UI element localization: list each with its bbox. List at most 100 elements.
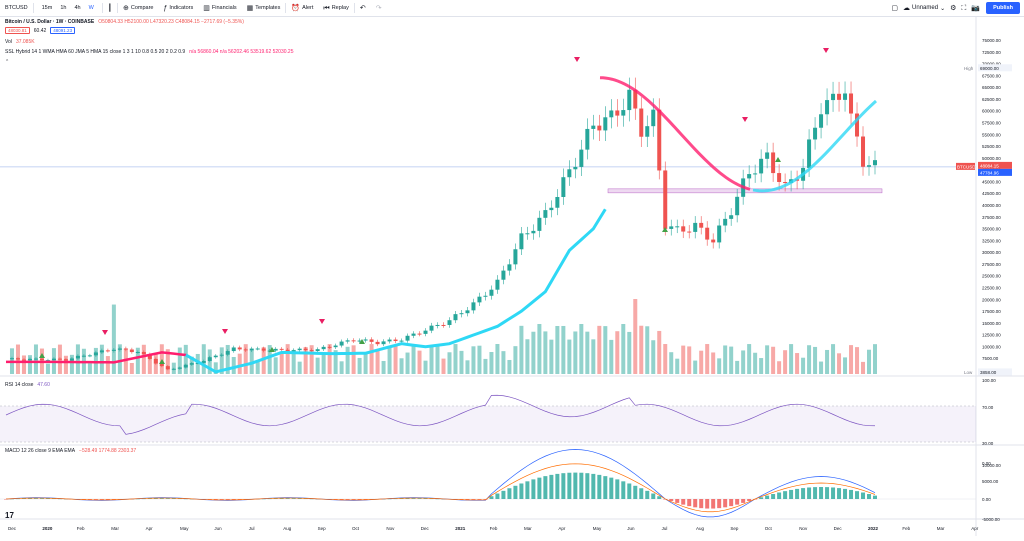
financials-button[interactable]: ▥ Financials [198,0,241,16]
volume-bar [363,352,368,374]
macd-axis-label: 5000.00 [982,479,999,484]
chart-area[interactable]: 75000.00 72500.00 70000.00 67500.00 65000.00… [0,17,1024,536]
volume-bar [591,339,596,374]
volume-bar [135,347,140,374]
layout-name-button[interactable]: ☁ Unnamed ⌄ [903,5,945,12]
volume-bar [75,344,80,374]
compare-button[interactable]: ⊕ Compare [118,0,159,16]
high-value: 69000.00 [980,66,999,71]
volume-bar [669,352,674,374]
candle-body [393,339,398,342]
candle-body [657,109,662,171]
candle-body [315,349,320,352]
volume-bar [339,361,344,374]
symbol-search[interactable]: BTCUSD [0,0,33,16]
volume-bar [99,344,104,374]
volume-bar [189,356,194,374]
time-axis-label: Jul [249,526,255,531]
volume-bar [309,345,314,374]
macd-histogram-bar [27,498,32,499]
templates-button[interactable]: ▦ Templates [242,0,286,16]
symbol-label: BTCUSD [5,5,28,11]
cross-price-tag-bg [978,168,1012,176]
volume-bar [573,331,578,374]
undo-button[interactable]: ↶ [355,0,371,16]
camera-icon[interactable]: 📷 [971,4,980,12]
macd-histogram-bar [657,496,662,499]
buy-arrow [269,347,275,352]
macd-histogram-bar [579,472,584,499]
volume-bar [693,360,698,374]
macd-histogram-bar [813,487,818,499]
candle-body [723,218,728,226]
volume-bar [513,346,518,374]
volume-bar [423,360,428,374]
volume-bar [357,357,362,374]
volume-bar [825,349,830,374]
candle-body [675,226,680,228]
sell-button[interactable]: 48030.81 [5,27,30,34]
macd-histogram-bar [351,499,356,500]
price-axis-label: 50000.00 [982,156,1001,161]
volume-bar [297,361,302,374]
indicators-button[interactable]: ƒ Indicators [159,0,199,16]
volume-bar [495,344,500,374]
macd-histogram-bar [87,499,92,500]
volume-bar [795,353,800,374]
price-axis-label: 75000.00 [982,38,1001,43]
volume-bar [615,331,620,374]
price-axis-label: 37500.00 [982,215,1001,220]
price-axis-label: 52500.00 [982,144,1001,149]
macd-values: −528.49 1774.88 2303.37 [79,448,137,454]
macd-histogram-bar [537,477,542,499]
candle-body [321,346,326,350]
buy-button[interactable]: 48091.23 [50,27,76,34]
volume-bar [111,304,116,374]
macd-histogram-bar [513,485,518,499]
volume-bar [303,346,308,374]
last-price-tag-bg [978,161,1012,169]
divider [101,3,103,13]
alert-button[interactable]: ⏰ Alert [286,0,318,16]
macd-histogram-bar [231,499,236,500]
chart-type-button[interactable]: ┃ [103,0,117,16]
interval-15m[interactable]: 15m [41,5,53,11]
interval-1h[interactable]: 1h [60,5,67,11]
redo-button[interactable]: ↷ [371,0,387,16]
candle-body [255,348,260,350]
publish-button[interactable]: Publish [986,2,1020,14]
candle-body [771,152,776,174]
candle-body [609,110,614,118]
ssl-legend: SSL Hybrid 14 1 WMA HMA 60 JMA 5 HMA 15 … [5,49,293,55]
volume-bar [447,352,452,374]
volume-bar [123,348,128,374]
volume-value: 37.085K [15,39,35,45]
time-axis-label: Jun [627,526,635,531]
candle-body [417,333,422,335]
volume-bar [663,344,668,374]
rsi-axis-label: 30.00 [982,441,994,446]
spread-value: 60.42 [33,27,47,34]
volume-bar [711,352,716,374]
collapse-legend[interactable]: ⌃ [5,59,9,65]
macd-histogram-bar [645,490,650,499]
fullscreen-icon[interactable]: ⛶ [961,4,967,12]
replay-button[interactable]: ⏮ Replay [318,0,353,16]
volume-bar [399,358,404,374]
layout-square-icon[interactable]: ▢ [891,4,899,12]
chart-canvas[interactable]: 75000.00 72500.00 70000.00 67500.00 65000.00… [0,17,1024,536]
ssl-baseline-down [6,351,193,364]
volume-bar [429,346,434,374]
candle-body [339,341,344,346]
price-axis-label: 65000.00 [982,85,1001,90]
price-axis-label: 72500.00 [982,50,1001,55]
candle-body [867,165,872,167]
interval-4h[interactable]: 4h [74,5,81,11]
interval-selector: 15m 1h 4h W [34,0,102,16]
symbol-tag: BTCUSD [957,164,976,169]
interval-w[interactable]: W [88,5,94,11]
volume-bar [567,339,572,374]
volume-bar [837,353,842,374]
macd-histogram-bar [591,473,596,499]
settings-icon[interactable]: ⚙ [950,4,957,12]
